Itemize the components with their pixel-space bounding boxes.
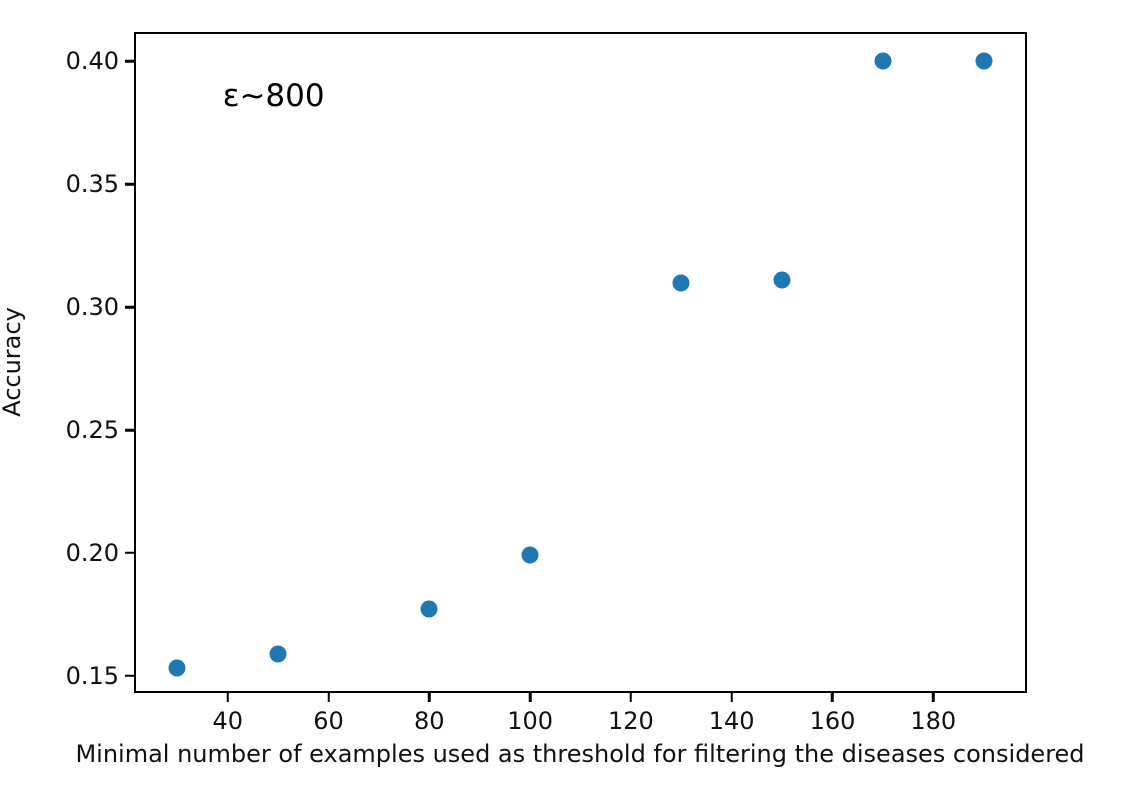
x-axis-tick <box>327 693 330 702</box>
y-axis-tick-label: 0.25 <box>65 416 119 445</box>
y-axis-tick-label: 0.40 <box>65 47 119 76</box>
y-axis-tick <box>125 305 134 309</box>
x-axis-tick <box>932 693 935 702</box>
epsilon-annotation: ε~800 <box>222 77 325 114</box>
x-axis-tick <box>428 693 431 702</box>
x-axis-tick-label: 100 <box>507 707 553 735</box>
scatter-point <box>672 274 690 292</box>
x-axis-label: Minimal number of examples used as thres… <box>75 740 1085 768</box>
y-axis-tick-label: 0.20 <box>65 538 119 567</box>
y-axis-label: Accuracy <box>0 307 26 417</box>
x-axis-tick-label: 160 <box>809 707 856 735</box>
y-axis-tick-label: 0.30 <box>65 293 119 322</box>
x-axis-tick <box>831 693 834 702</box>
scatter-point <box>521 546 539 564</box>
scatter-point <box>975 52 993 70</box>
x-axis-tick <box>629 693 633 702</box>
x-axis-tick-label: 60 <box>313 707 344 735</box>
x-axis-tick <box>528 693 532 702</box>
x-axis-tick-label: 180 <box>910 707 957 735</box>
x-axis-tick-label: 140 <box>708 707 755 735</box>
x-axis-tick-label: 40 <box>212 707 244 735</box>
y-axis-tick <box>125 60 134 63</box>
scatter-point <box>773 271 791 289</box>
x-axis-tick-label: 80 <box>414 707 445 735</box>
plot-area <box>134 32 1027 693</box>
y-axis-tick <box>125 674 134 678</box>
y-axis-tick-label: 0.35 <box>65 170 119 199</box>
y-axis-tick-label: 0.15 <box>65 661 119 690</box>
x-axis-tick-label: 120 <box>607 707 654 735</box>
scatter-point <box>269 645 287 663</box>
scatter-point <box>874 52 892 70</box>
scatter-point <box>420 600 438 618</box>
y-axis-tick <box>125 183 134 186</box>
scatter-point <box>168 659 186 677</box>
x-axis-tick <box>730 693 733 702</box>
y-axis-tick <box>125 428 134 432</box>
y-axis-tick <box>125 551 134 555</box>
x-axis-tick <box>226 693 229 702</box>
